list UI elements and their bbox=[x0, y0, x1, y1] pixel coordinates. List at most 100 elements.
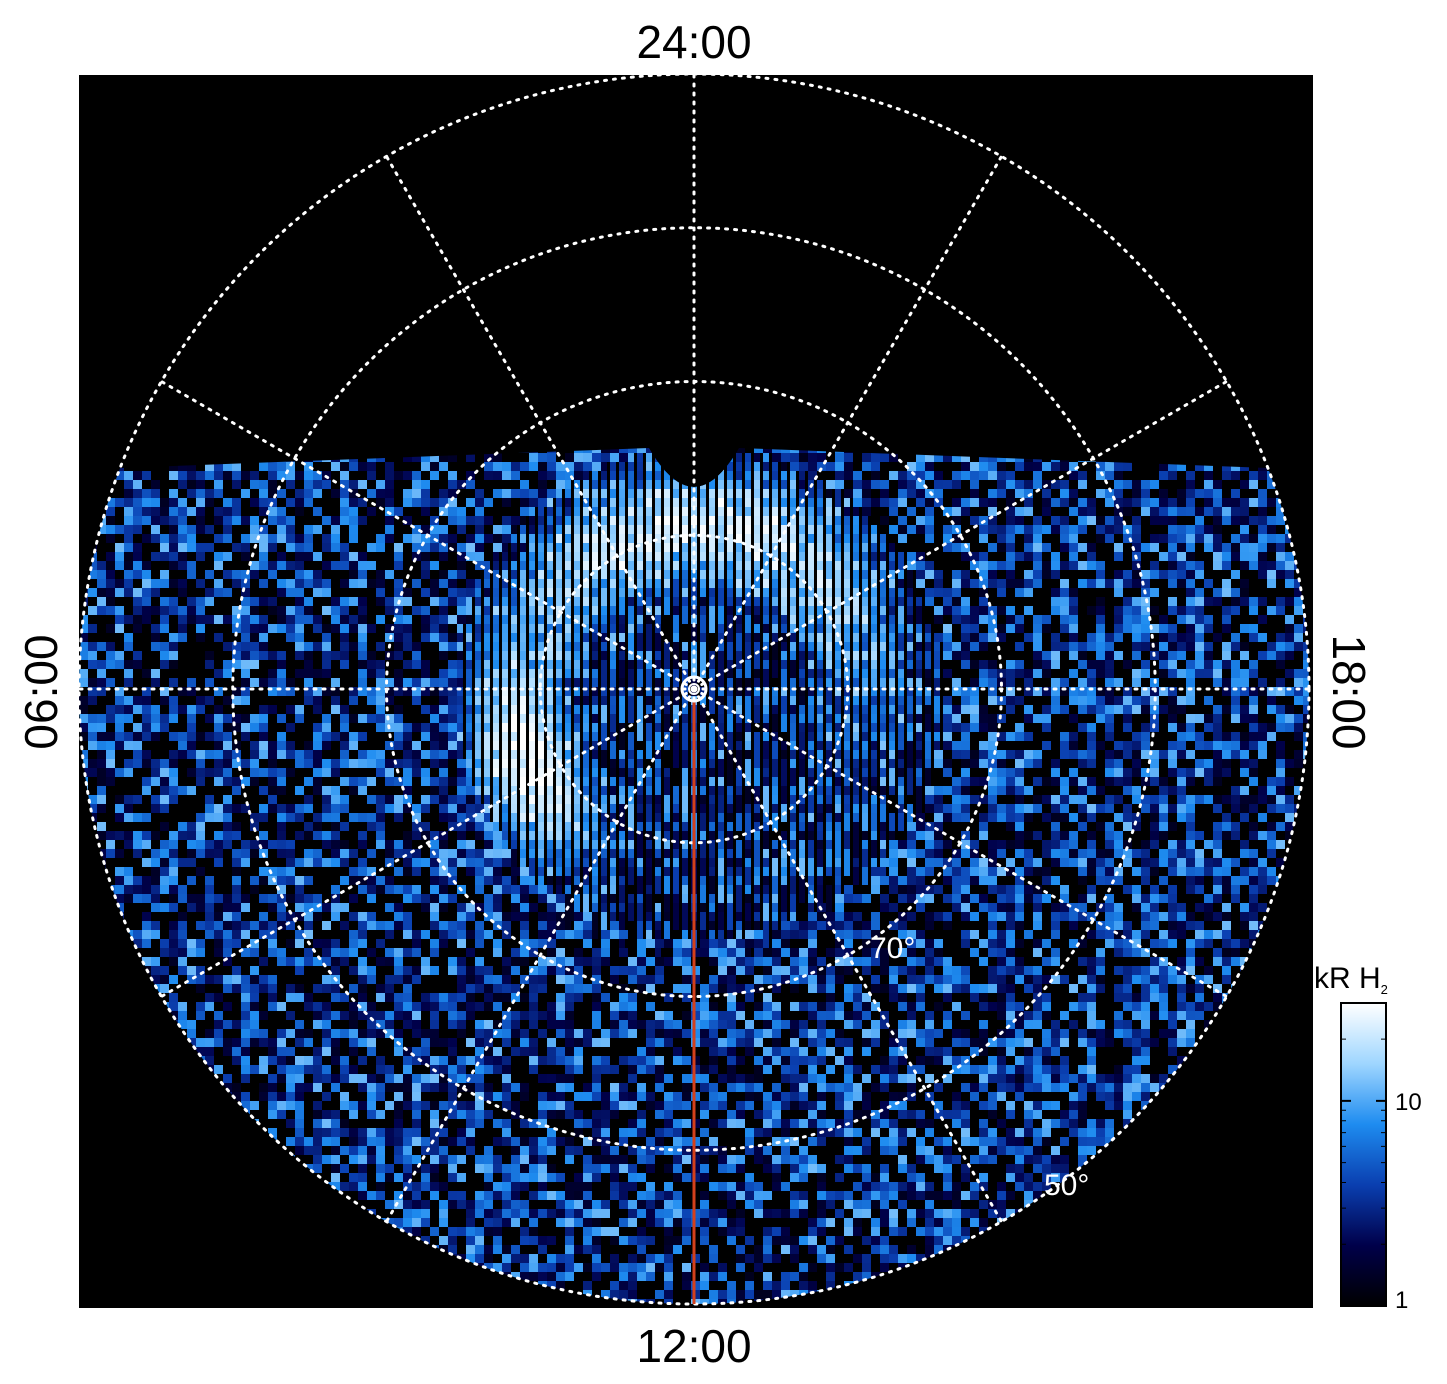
emission-pixel bbox=[484, 462, 493, 471]
emission-pixel bbox=[1006, 525, 1015, 534]
emission-pixel bbox=[1114, 525, 1123, 534]
emission-pixel bbox=[1006, 696, 1015, 705]
emission-pixel bbox=[169, 678, 178, 687]
emission-pixel bbox=[1033, 552, 1042, 561]
emission-pixel bbox=[754, 448, 763, 453]
emission-pixel bbox=[133, 516, 142, 525]
emission-pixel bbox=[340, 543, 349, 552]
emission-pixel bbox=[169, 489, 178, 498]
emission-pixel bbox=[1042, 669, 1051, 678]
emission-pixel bbox=[943, 669, 952, 678]
emission-pixel bbox=[547, 462, 556, 471]
emission-pixel bbox=[322, 480, 331, 489]
emission-pixel bbox=[1042, 705, 1051, 714]
emission-pixel bbox=[1204, 723, 1213, 732]
emission-pixel bbox=[115, 552, 124, 561]
emission-pixel bbox=[295, 570, 304, 579]
emission-pixel bbox=[124, 678, 133, 687]
emission-pixel bbox=[259, 507, 268, 516]
emission-pixel bbox=[223, 804, 232, 813]
emission-pixel bbox=[1195, 615, 1204, 624]
emission-pixel bbox=[925, 471, 934, 480]
emission-pixel bbox=[1222, 615, 1231, 624]
emission-pixel bbox=[1204, 471, 1213, 480]
emission-pixel bbox=[97, 804, 106, 813]
emission-pixel bbox=[952, 543, 961, 552]
emission-pixel bbox=[1285, 642, 1294, 651]
emission-pixel bbox=[880, 453, 889, 462]
emission-pixel bbox=[1078, 696, 1087, 705]
emission-pixel bbox=[358, 759, 367, 768]
emission-pixel bbox=[1249, 804, 1258, 813]
emission-pixel bbox=[88, 642, 97, 651]
emission-pixel bbox=[1294, 678, 1303, 687]
emission-pixel bbox=[1276, 543, 1285, 552]
emission-pixel bbox=[1006, 615, 1015, 624]
emission-pixel bbox=[457, 615, 466, 624]
emission-pixel bbox=[1168, 696, 1177, 705]
emission-pixel bbox=[457, 606, 466, 615]
emission-pixel bbox=[979, 633, 988, 642]
emission-pixel bbox=[214, 741, 223, 750]
emission-pixel bbox=[457, 831, 466, 840]
emission-pixel bbox=[1105, 579, 1114, 588]
emission-pixel bbox=[169, 777, 178, 786]
emission-pixel bbox=[421, 480, 430, 489]
emission-pixel bbox=[223, 507, 232, 516]
emission-pixel bbox=[1042, 570, 1051, 579]
emission-pixel bbox=[1285, 534, 1294, 543]
emission-pixel bbox=[988, 660, 997, 669]
emission-pixel bbox=[115, 723, 124, 732]
emission-pixel bbox=[151, 624, 160, 633]
emission-pixel bbox=[124, 525, 133, 534]
emission-pixel bbox=[304, 741, 313, 750]
emission-pixel bbox=[160, 507, 169, 516]
emission-pixel bbox=[1195, 849, 1204, 858]
emission-pixel bbox=[421, 498, 430, 507]
emission-pixel bbox=[313, 822, 322, 831]
emission-pixel bbox=[826, 849, 832, 867]
emission-pixel bbox=[961, 462, 970, 471]
emission-pixel bbox=[754, 705, 760, 723]
emission-pixel bbox=[1276, 516, 1285, 525]
emission-pixel bbox=[403, 741, 412, 750]
emission-pixel bbox=[169, 786, 178, 795]
emission-pixel bbox=[1276, 651, 1285, 660]
emission-pixel bbox=[853, 822, 859, 858]
emission-pixel bbox=[1060, 849, 1069, 858]
emission-pixel bbox=[160, 840, 169, 849]
emission-pixel bbox=[1015, 660, 1024, 669]
emission-pixel bbox=[1231, 552, 1240, 561]
emission-pixel bbox=[196, 759, 205, 768]
emission-pixel bbox=[1204, 777, 1213, 786]
emission-pixel bbox=[1195, 606, 1204, 615]
emission-pixel bbox=[160, 777, 169, 786]
emission-pixel bbox=[160, 714, 169, 723]
emission-pixel bbox=[97, 525, 106, 534]
emission-pixel bbox=[493, 840, 502, 849]
emission-pixel bbox=[1069, 642, 1078, 651]
emission-pixel bbox=[169, 750, 178, 759]
emission-pixel bbox=[1285, 804, 1294, 813]
emission-pixel bbox=[1006, 624, 1015, 633]
emission-pixel bbox=[259, 804, 268, 813]
emission-pixel bbox=[610, 448, 619, 453]
emission-pixel bbox=[115, 795, 124, 804]
emission-pixel bbox=[988, 678, 997, 687]
emission-pixel bbox=[376, 498, 385, 507]
emission-pixel bbox=[259, 597, 268, 606]
emission-pixel bbox=[286, 588, 295, 597]
emission-pixel bbox=[844, 489, 853, 498]
emission-pixel bbox=[439, 525, 448, 534]
emission-pixel bbox=[205, 570, 214, 579]
emission-pixel bbox=[322, 759, 331, 768]
emission-pixel bbox=[1087, 705, 1096, 714]
emission-pixel bbox=[421, 633, 430, 642]
emission-pixel bbox=[241, 678, 250, 687]
emission-pixel bbox=[196, 696, 205, 705]
emission-pixel bbox=[484, 516, 493, 525]
emission-pixel bbox=[223, 534, 232, 543]
emission-pixel bbox=[142, 606, 151, 615]
emission-pixel bbox=[376, 669, 385, 678]
emission-pixel bbox=[1186, 813, 1195, 822]
